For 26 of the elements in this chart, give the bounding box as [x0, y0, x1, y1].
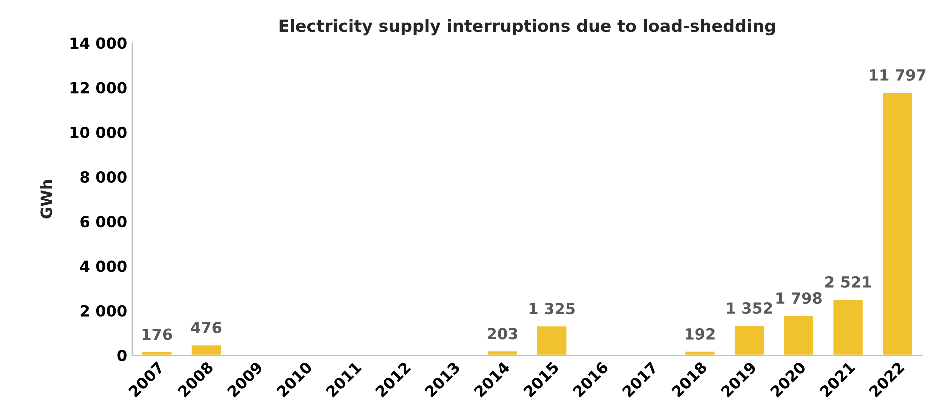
data-label: 2 521 — [826, 276, 872, 288]
data-label: 476 — [191, 322, 222, 334]
bar — [882, 92, 914, 356]
bar — [734, 324, 766, 356]
data-label: 11 797 — [870, 69, 926, 82]
data-label: 1 325 — [530, 303, 575, 315]
y-tick-label: 12 000 — [70, 82, 127, 94]
y-tick-label: 0 — [118, 350, 127, 362]
y-tick-label: 6 000 — [80, 216, 127, 228]
data-label: 176 — [142, 328, 172, 340]
y-tick-label: 8 000 — [80, 171, 127, 184]
chart-title: Electricity supply interruptions due to load-shedding — [280, 19, 776, 36]
y-tick-label: 2 000 — [80, 305, 127, 317]
y-tick-label: 14 000 — [70, 38, 127, 50]
data-label: 203 — [488, 328, 518, 340]
data-label: 192 — [686, 328, 715, 340]
y-tick-label: 10 000 — [70, 126, 127, 138]
data-label: 1 352 — [727, 302, 772, 314]
data-label: 1 798 — [776, 292, 822, 304]
bar — [782, 314, 815, 356]
y-tick-label: 4 000 — [80, 260, 127, 272]
bar — [684, 350, 716, 356]
bar — [536, 325, 568, 356]
bar — [190, 344, 222, 356]
y-axis-title: GWh — [40, 180, 52, 219]
bar — [832, 298, 864, 356]
